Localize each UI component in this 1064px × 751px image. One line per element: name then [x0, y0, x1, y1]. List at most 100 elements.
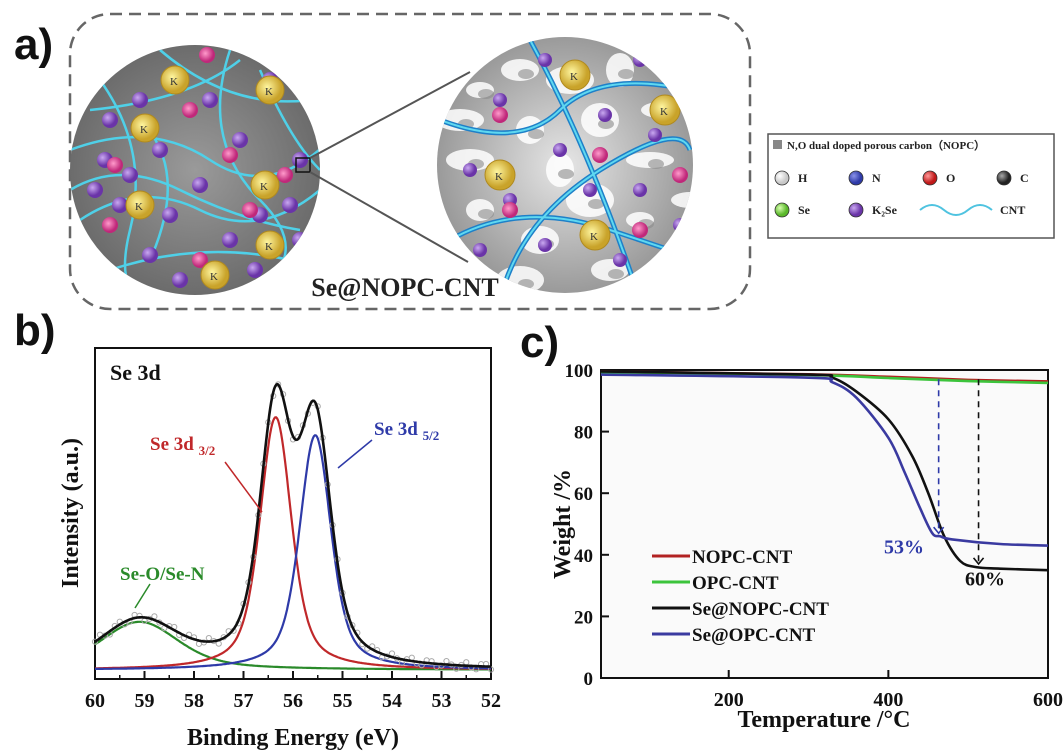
xps-annotation-pointer [224, 461, 263, 513]
k-ion [125, 190, 155, 220]
pore [581, 103, 619, 137]
pore-shadow [688, 199, 693, 209]
pore-shadow [588, 199, 604, 209]
pore-shadow [608, 269, 624, 279]
pore [501, 59, 539, 81]
k-ion [255, 230, 285, 260]
tga-y-tick-label: 60 [574, 484, 593, 505]
k-ion [649, 94, 681, 126]
tga-y-label: Weight /% [550, 469, 576, 579]
legend-atom-swatch [922, 170, 938, 186]
schematic-legend: N,O dual doped porous carbon（NOPC） H N O C S… [767, 133, 1055, 239]
se-dopant-atom [182, 102, 198, 118]
k2se-atom [162, 207, 178, 223]
se-dopant-atom [102, 217, 118, 233]
k2se-atom [222, 232, 238, 248]
tga-y-tick-label: 20 [574, 607, 593, 628]
k2se-atom [553, 143, 567, 157]
k2se-atom [87, 182, 103, 198]
legend-item-label: H [798, 171, 808, 185]
xps-annotation-subscript: 3/2 [199, 443, 216, 458]
k2se-atom [192, 177, 208, 193]
xps-x-tick-label: 58 [184, 690, 204, 712]
k-ion [250, 170, 280, 200]
tga-x-label: Temperature /°C [738, 707, 911, 733]
k-ion-label: K [170, 76, 178, 88]
k-ion-label: K [265, 86, 273, 98]
se-dopant-atom [277, 167, 293, 183]
xps-title: Se 3d [110, 360, 161, 385]
legend-atom-swatch [848, 202, 864, 218]
xps-annotation-pointer [134, 583, 151, 609]
legend-item-label: Se [798, 203, 811, 217]
legend-item-label: CNT [1000, 203, 1025, 217]
k2se-atom [232, 132, 248, 148]
k2se-atom [613, 253, 627, 267]
k-ion [255, 75, 285, 105]
legend-title: N,O dual doped porous carbon（NOPC） [787, 139, 985, 152]
tga-annotation-53: 53% [884, 537, 924, 559]
se-dopant-atom [672, 167, 688, 183]
xps-raw-point [487, 666, 495, 673]
tga-x-tick-label: 200 [714, 689, 744, 711]
left-circle-nanostructure: K K K K K K K [70, 45, 320, 295]
panel-letter-a: a) [14, 20, 54, 69]
legend-item-label: C [1020, 171, 1029, 185]
k-ion [200, 260, 230, 290]
k-ion-label: K [495, 171, 503, 183]
panel-letter-b: b) [14, 306, 56, 355]
k2se-atom [648, 128, 662, 142]
se-dopant-atom [107, 157, 123, 173]
k2se-atom [122, 167, 138, 183]
pore [496, 266, 544, 293]
k2se-atom [583, 293, 597, 307]
k2se-atom [172, 272, 188, 288]
k2se-atom [583, 183, 597, 197]
xps-chart: Se 3d 60 59 58 57 56 55 54 53 52 Se-O/Se-N Se 3d … [58, 347, 501, 751]
xps-y-label: Intensity (a.u.) [58, 438, 84, 588]
legend-cnt-swatch [919, 204, 993, 216]
k-ion-label: K [590, 231, 598, 243]
pore-shadow [618, 69, 634, 79]
xps-envelope [94, 382, 492, 668]
legend-atom-swatch [996, 170, 1012, 186]
k2se-atom [463, 163, 477, 177]
pore-shadow [518, 69, 534, 79]
tga-x-tick-label: 400 [873, 689, 903, 711]
schematic-label: Se@NOPC-CNT [311, 273, 498, 302]
se-dopant-atom [592, 147, 608, 163]
legend-atom-swatch [848, 170, 864, 186]
k-ion-label: K [260, 181, 268, 193]
xps-x-tick-label: 55 [333, 690, 353, 712]
k2se-atom [247, 262, 263, 278]
k-ion-label: K [140, 124, 148, 136]
tga-legend-label: Se@OPC-CNT [692, 625, 816, 646]
xps-peak-se-3d-3-2 [95, 416, 491, 670]
tga-arrow-head [933, 526, 945, 535]
zoom-box [295, 157, 311, 173]
k-ion [559, 59, 591, 91]
k-ion-label: K [210, 271, 218, 283]
k-ion-label: K [135, 201, 143, 213]
xps-peak-se-3d-5-2 [95, 434, 492, 670]
k2se-atom [282, 197, 298, 213]
se-dopant-atom [242, 202, 258, 218]
xps-annotation-se-3d-5-2: Se 3d 5/2 [374, 419, 439, 443]
pore-shadow [478, 209, 494, 219]
k2se-atom [102, 112, 118, 128]
tga-y-tick-label: 80 [574, 423, 593, 444]
tga-y-tick-label: 40 [574, 546, 593, 567]
zoom-line-bottom [309, 171, 469, 263]
panel-letter-c: c) [520, 318, 560, 367]
k2se-atom [673, 218, 687, 232]
pore-shadow [558, 169, 574, 179]
dashed-frame [68, 12, 752, 311]
se-dopant-atom [492, 107, 508, 123]
tga-annotation-60: 60% [965, 568, 1005, 590]
se-dopant-atom [632, 222, 648, 238]
xps-x-tick-label: 52 [481, 690, 501, 712]
tga-legend-label: OPC-CNT [692, 573, 779, 594]
legend-atom-swatch [774, 170, 790, 186]
nopc-swatch [773, 140, 782, 149]
